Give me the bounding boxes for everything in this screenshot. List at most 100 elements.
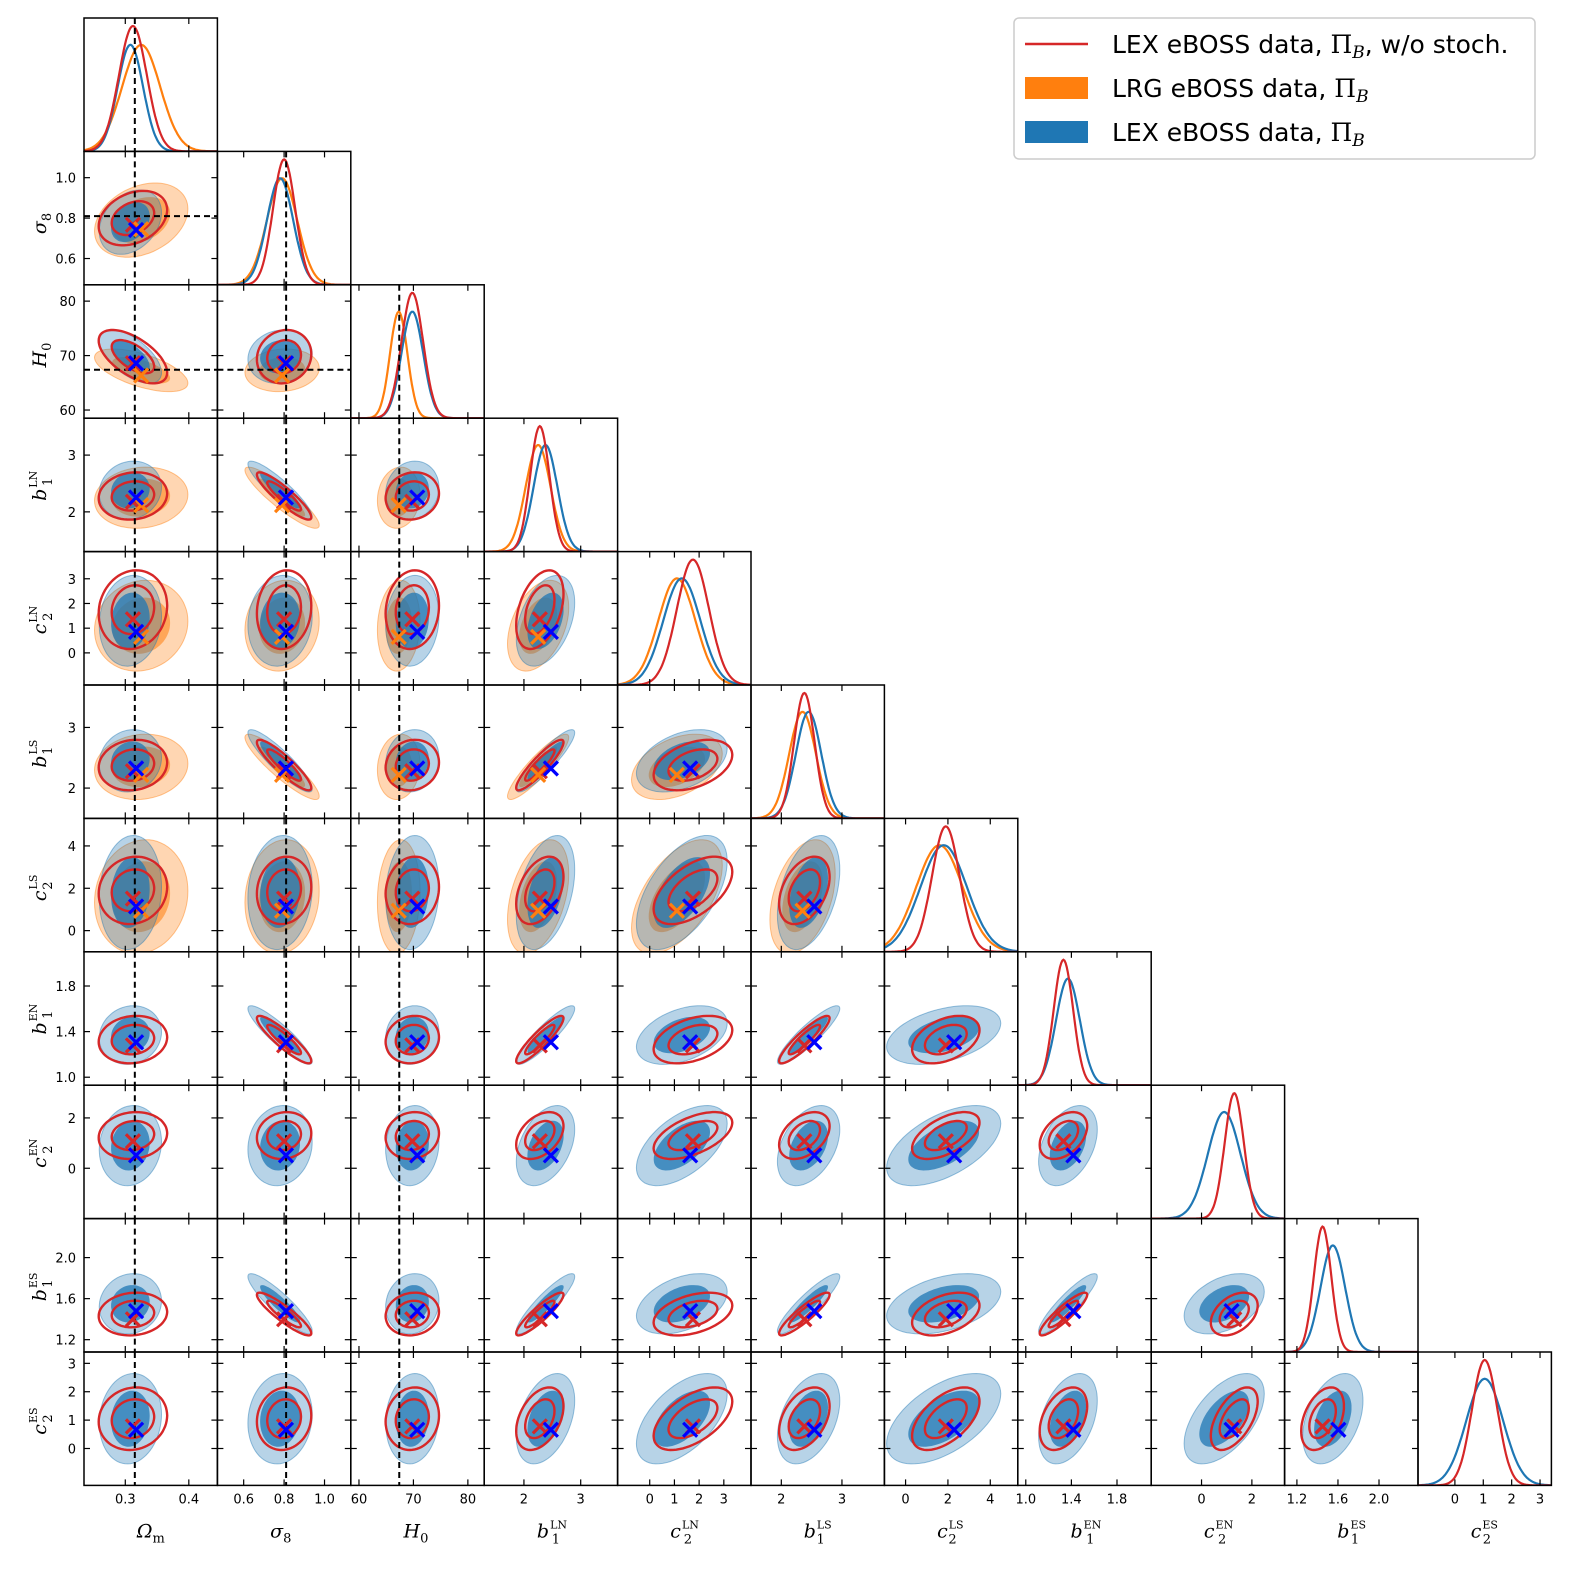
- contour-68-red: [923, 1299, 968, 1329]
- bestfit-marker-blue: [542, 760, 560, 777]
- contour-95-red: [652, 1110, 734, 1161]
- bestfit-marker-blue: [127, 1303, 145, 1320]
- x-tick-label: 2: [520, 1492, 528, 1507]
- panel-content: [514, 1273, 576, 1337]
- contour-68-red: [265, 748, 303, 782]
- panel-9-8: [1150, 1217, 1286, 1353]
- contour-95-red: [514, 738, 565, 792]
- contour-68-red: [1047, 1119, 1080, 1152]
- contour-95-red: [384, 1386, 441, 1452]
- bestfit-marker-red: [531, 611, 548, 628]
- panel-9-0: 1.2 1.6 2.0: [55, 1217, 219, 1353]
- bestfit-marker-blue: [1330, 1421, 1347, 1438]
- marginal-blue: [350, 310, 485, 419]
- y-axis-label: cEN2: [27, 1138, 56, 1168]
- y-tick-label: 1: [68, 622, 76, 637]
- x-axis-label: bES 1: [1337, 1518, 1366, 1547]
- bestfit-marker-blue: [806, 1421, 823, 1438]
- x-tick-label: 3: [838, 1492, 846, 1507]
- bestfit-marker-blue: [409, 1421, 426, 1438]
- bestfit-marker-orange: [390, 766, 407, 783]
- y-tick-label: 2.0: [55, 1252, 76, 1267]
- contour-95-red: [255, 1014, 313, 1065]
- bestfit-marker-red: [124, 611, 142, 628]
- contour-95-red: [384, 1014, 441, 1065]
- contour-95-red: [1038, 1386, 1089, 1452]
- contour-68-red: [110, 1023, 156, 1056]
- bestfit-marker-red: [684, 1133, 702, 1150]
- panel-7-6: [883, 951, 1019, 1086]
- bestfit-marker-red: [531, 1418, 548, 1435]
- marginal-red: [484, 424, 618, 552]
- contour-68-red: [110, 1398, 156, 1440]
- x-tick-label: 1.2: [1287, 1492, 1308, 1507]
- panel-9-1: [216, 1217, 352, 1353]
- bestfit-marker-blue: [127, 623, 145, 641]
- bestfit-marker-blue: [277, 1034, 295, 1051]
- marginal-orange: [217, 177, 351, 285]
- panel-content: [97, 1218, 169, 1352]
- y-axis-label: bLS1: [27, 740, 56, 768]
- bestfit-marker-red: [404, 890, 421, 907]
- x-axis-label: cEN 2: [1204, 1518, 1234, 1547]
- bestfit-marker-blue: [682, 760, 699, 777]
- panel-content: [886, 1005, 1002, 1065]
- contour-68-red: [265, 480, 303, 512]
- x-tick-label: 2: [695, 1492, 703, 1507]
- bestfit-marker-blue: [127, 760, 145, 777]
- panel-6-4: [616, 817, 752, 953]
- panel-7-2: [350, 951, 485, 1086]
- x-tick-label: 0: [1451, 1492, 1459, 1507]
- bestfit-marker-red: [404, 1311, 421, 1328]
- bestfit-marker-orange: [133, 221, 150, 238]
- marginal-orange: [617, 577, 751, 685]
- bestfit-marker-blue: [1065, 1147, 1082, 1164]
- contour-95-red: [97, 569, 169, 651]
- contour-95-red: [910, 1014, 981, 1065]
- panel-10-10: 0 1 2 3: [1417, 1351, 1553, 1507]
- bestfit-marker-blue: [409, 898, 426, 915]
- panel-9-9: [1283, 1217, 1419, 1353]
- contour-68-red: [394, 868, 431, 913]
- panel-7-3: [483, 951, 619, 1086]
- y-tick-label: 3: [68, 1357, 76, 1372]
- contour-68-red: [110, 583, 156, 636]
- panel-content: [1183, 1273, 1265, 1337]
- panel-3-3: [483, 417, 619, 553]
- panel-content: [1017, 958, 1152, 1086]
- panel-content: [886, 1104, 1002, 1187]
- bestfit-marker-red: [404, 611, 421, 628]
- y-tick-label: 2: [68, 506, 76, 521]
- panel-6-6: [883, 817, 1019, 953]
- bestfit-marker-blue: [409, 489, 426, 506]
- panel-9-7: [1017, 1217, 1152, 1353]
- bestfit-marker-blue: [682, 1421, 699, 1438]
- panel-content: [506, 569, 576, 672]
- contour-95-red: [384, 569, 441, 651]
- marginal-red: [84, 24, 218, 152]
- panel-10-1: 0.6 0.8 1.0: [216, 1351, 352, 1507]
- bestfit-marker-blue: [409, 1034, 426, 1051]
- panel-content: [97, 951, 169, 1086]
- x-tick-label: 0: [646, 1492, 654, 1507]
- panel-10-9: 1.2 1.6 2.0: [1283, 1351, 1419, 1507]
- contour-95-red: [97, 471, 169, 521]
- bestfit-marker-blue: [806, 1147, 823, 1164]
- y-tick-label: 2: [68, 597, 76, 612]
- bestfit-marker-red: [1314, 1418, 1331, 1435]
- x-axis-label: bEN 1: [1071, 1518, 1102, 1547]
- panel-2-1: [216, 284, 352, 419]
- panel-content: [635, 1273, 734, 1337]
- x-tick-label: 80: [460, 1492, 477, 1507]
- contour-95-red: [1038, 1110, 1089, 1161]
- panel-8-7: [1017, 1084, 1152, 1220]
- x-tick-label: 1.8: [1107, 1492, 1128, 1507]
- contour-68-red: [524, 1398, 556, 1440]
- marginal-blue: [1418, 1377, 1552, 1486]
- y-axis-label: bLN1: [27, 470, 56, 500]
- contour-95-red: [910, 1110, 981, 1161]
- y-axis-label: H0: [29, 343, 55, 369]
- bestfit-marker-blue: [682, 898, 699, 915]
- contour-95-red: [255, 855, 313, 926]
